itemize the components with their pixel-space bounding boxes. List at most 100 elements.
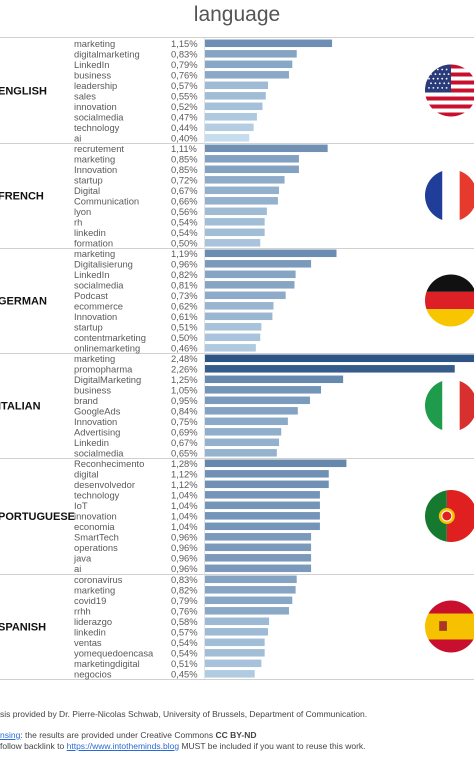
bar: [205, 60, 293, 69]
category-label: Innovation: [74, 164, 117, 175]
category-label: SmartTech: [74, 531, 119, 542]
value-label: 0,67%: [171, 437, 198, 448]
bar: [205, 533, 312, 541]
bar: [205, 617, 270, 626]
category-label: onlinemarketing: [74, 342, 140, 353]
france-flag: [425, 169, 474, 222]
value-label: 1,19%: [171, 248, 198, 259]
bar: [205, 291, 286, 300]
group-spanish: SPANISH coronavirus 0,83% marketing 0,82% cov…: [0, 574, 474, 679]
value-label: 1,12%: [171, 468, 198, 479]
value-label: 0,52%: [171, 101, 198, 112]
value-label: 0,95%: [171, 395, 198, 406]
bar: [205, 438, 280, 447]
category-label: Digital: [74, 185, 100, 196]
license-link[interactable]: nsing: [0, 730, 21, 740]
value-label: 0,54%: [171, 647, 198, 658]
bar: [205, 39, 333, 48]
value-label: 0,82%: [171, 584, 198, 595]
value-label: 1,15%: [171, 38, 198, 49]
category-label: marketing: [74, 353, 115, 364]
value-label: 0,65%: [171, 447, 198, 458]
category-label: java: [73, 552, 92, 563]
bar: [205, 512, 320, 520]
value-label: 1,12%: [171, 479, 198, 490]
category-label: Innovation: [74, 311, 117, 322]
value-label: 1,04%: [171, 500, 198, 511]
bar: [205, 165, 299, 174]
bar: [205, 113, 257, 121]
bar: [205, 134, 250, 142]
value-label: 0,44%: [171, 122, 198, 133]
bar: [205, 270, 296, 279]
group-label: SPANISH: [0, 622, 46, 634]
bar: [205, 365, 455, 373]
category-label: promopharma: [74, 363, 133, 374]
category-label: recrutement: [74, 143, 124, 154]
bar: [205, 323, 262, 331]
group-french: FRENCH recrutement 1,11% marketing 0,85% Inno…: [0, 143, 474, 248]
value-label: 0,56%: [171, 206, 198, 217]
bar: [205, 186, 280, 195]
value-label: 0,51%: [171, 321, 198, 332]
category-label: rrhh: [74, 605, 91, 616]
bar: [205, 239, 261, 247]
bar: [205, 92, 266, 100]
category-label: yomequedoencasa: [74, 647, 154, 658]
category-label: Innovation: [74, 416, 117, 427]
category-label: startup: [74, 321, 103, 332]
value-label: 0,82%: [171, 269, 198, 280]
category-label: covid19: [74, 595, 106, 606]
group-english: ENGLISH marketing 1,15% digitalmarketing 0,8…: [0, 38, 474, 143]
value-label: 0,54%: [171, 227, 198, 238]
bar: [205, 596, 293, 605]
bar: [205, 554, 312, 562]
value-label: 1,05%: [171, 384, 198, 395]
category-label: innovation: [74, 101, 117, 112]
group-label: PORTUGUESE: [0, 511, 75, 523]
category-label: brand: [74, 395, 98, 406]
group-italian: ITALIAN marketing 2,48% promopharma 2,26% Dig…: [0, 353, 474, 458]
value-label: 0,81%: [171, 279, 198, 290]
category-label: digitalmarketing: [74, 48, 140, 59]
category-label: lyon: [74, 206, 91, 217]
value-label: 0,96%: [171, 563, 198, 574]
category-label: IoT: [74, 500, 88, 511]
backlink-link[interactable]: https://www.intotheminds.blog: [66, 741, 180, 751]
bar: [205, 144, 328, 153]
bar: [205, 228, 265, 237]
us-flag: [425, 64, 474, 117]
value-label: 0,75%: [171, 416, 198, 427]
bar: [205, 607, 289, 615]
category-label: technology: [74, 122, 120, 133]
portugal-flag: [425, 490, 474, 542]
value-label: 0,73%: [171, 290, 198, 301]
value-label: 0,79%: [171, 595, 198, 606]
category-label: liderazgo: [74, 616, 112, 627]
bar: [205, 386, 322, 394]
value-label: 0,40%: [171, 132, 198, 143]
value-label: 0,62%: [171, 300, 198, 311]
backlink-text-a: follow backlink to: [0, 741, 67, 751]
category-label: marketingdigital: [74, 658, 140, 669]
footer-license: nsing: the results are provided under Cr…: [0, 730, 257, 740]
bar: [205, 417, 288, 426]
category-label: marketing: [74, 584, 115, 595]
footer-credit: sis provided by Dr. Pierre-Nicolas Schwa…: [0, 709, 368, 719]
value-label: 0,85%: [171, 164, 198, 175]
bar: [205, 428, 282, 436]
value-label: 0,96%: [171, 531, 198, 542]
bar: [205, 491, 320, 499]
value-label: 0,57%: [171, 626, 198, 637]
group-portuguese: PORTUGUESE Reconhecimento 1,28% digital 1,12…: [0, 458, 474, 574]
bar: [205, 312, 273, 321]
category-label: business: [74, 69, 111, 80]
value-label: 0,54%: [171, 216, 198, 227]
category-label: Linkedin: [74, 437, 109, 448]
category-label: socialmedia: [74, 447, 124, 458]
value-label: 0,51%: [171, 658, 198, 669]
category-label: operations: [74, 542, 118, 553]
bar: [205, 575, 297, 584]
category-label: innovation: [74, 510, 117, 521]
bar: [205, 375, 344, 384]
